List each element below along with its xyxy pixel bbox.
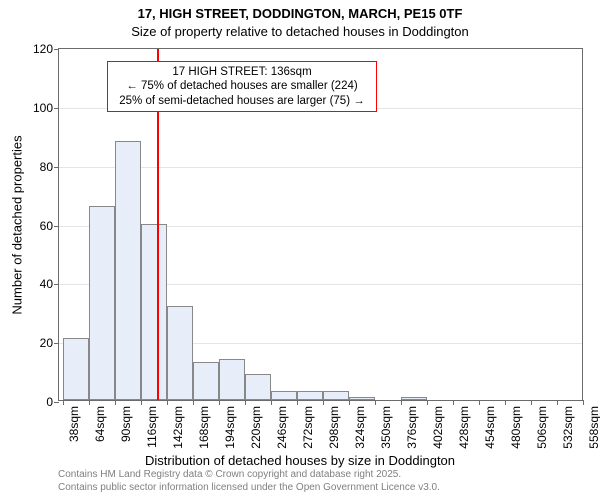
histogram-bar [167, 306, 193, 400]
x-tick-label: 194sqm [223, 406, 237, 449]
attribution-line2: Contains public sector information licen… [58, 482, 440, 495]
x-tick-label: 168sqm [197, 406, 211, 449]
histogram-bar [141, 224, 167, 401]
histogram-bar [193, 362, 219, 400]
x-tick-mark [583, 400, 584, 405]
x-tick-label: 90sqm [119, 406, 133, 442]
y-tick-label: 80 [40, 160, 59, 174]
x-tick-mark [323, 400, 324, 405]
x-tick-mark [141, 400, 142, 405]
x-tick-label: 532sqm [561, 406, 575, 449]
x-tick-label: 558sqm [587, 406, 600, 449]
x-tick-mark [479, 400, 480, 405]
x-tick-label: 324sqm [353, 406, 367, 449]
x-tick-mark [427, 400, 428, 405]
x-tick-label: 38sqm [67, 406, 81, 442]
x-tick-mark [453, 400, 454, 405]
histogram-bar [245, 374, 271, 400]
histogram-bar [323, 391, 349, 400]
y-tick-label: 120 [33, 42, 59, 56]
annotation-line: 17 HIGH STREET: 136sqm [114, 65, 370, 79]
x-tick-label: 402sqm [431, 406, 445, 449]
plot-area: 02040608010012038sqm64sqm90sqm116sqm142s… [58, 48, 583, 401]
chart-title-line2: Size of property relative to detached ho… [0, 24, 600, 39]
x-tick-label: 350sqm [379, 406, 393, 449]
x-tick-mark [89, 400, 90, 405]
x-tick-mark [531, 400, 532, 405]
histogram-bar [349, 397, 375, 400]
x-tick-label: 220sqm [249, 406, 263, 449]
x-tick-label: 454sqm [483, 406, 497, 449]
chart-title-line1: 17, HIGH STREET, DODDINGTON, MARCH, PE15… [0, 6, 600, 21]
x-tick-label: 376sqm [405, 406, 419, 449]
histogram-bar [219, 359, 245, 400]
x-tick-label: 272sqm [301, 406, 315, 449]
x-tick-mark [297, 400, 298, 405]
x-tick-label: 480sqm [509, 406, 523, 449]
x-tick-mark [557, 400, 558, 405]
histogram-bar [63, 338, 89, 400]
y-tick-label: 60 [40, 219, 59, 233]
x-tick-mark [219, 400, 220, 405]
x-tick-label: 64sqm [93, 406, 107, 442]
x-tick-label: 246sqm [275, 406, 289, 449]
x-tick-mark [167, 400, 168, 405]
x-tick-mark [375, 400, 376, 405]
histogram-chart: 17, HIGH STREET, DODDINGTON, MARCH, PE15… [0, 0, 600, 500]
y-tick-label: 100 [33, 101, 59, 115]
y-axis-label: Number of detached properties [10, 135, 25, 314]
x-tick-mark [245, 400, 246, 405]
histogram-bar [401, 397, 427, 400]
histogram-bar [89, 206, 115, 400]
annotation-line: ← 75% of detached houses are smaller (22… [114, 79, 370, 93]
attribution-line1: Contains HM Land Registry data © Crown c… [58, 469, 440, 482]
x-tick-label: 428sqm [457, 406, 471, 449]
x-tick-label: 142sqm [171, 406, 185, 449]
histogram-bar [271, 391, 297, 400]
histogram-bar [297, 391, 323, 400]
annotation-line: 25% of semi-detached houses are larger (… [114, 94, 370, 108]
x-tick-mark [193, 400, 194, 405]
annotation-box: 17 HIGH STREET: 136sqm← 75% of detached … [107, 61, 377, 112]
y-tick-label: 40 [40, 277, 59, 291]
x-tick-mark [115, 400, 116, 405]
x-tick-mark [271, 400, 272, 405]
x-tick-label: 298sqm [327, 406, 341, 449]
x-tick-mark [63, 400, 64, 405]
y-tick-label: 0 [46, 395, 59, 409]
x-tick-mark [401, 400, 402, 405]
x-tick-mark [349, 400, 350, 405]
x-tick-label: 116sqm [145, 406, 159, 448]
histogram-bar [115, 141, 141, 400]
x-axis-label: Distribution of detached houses by size … [0, 453, 600, 468]
attribution-text: Contains HM Land Registry data © Crown c… [58, 469, 440, 494]
y-tick-label: 20 [40, 336, 59, 350]
x-tick-mark [505, 400, 506, 405]
x-tick-label: 506sqm [535, 406, 549, 449]
